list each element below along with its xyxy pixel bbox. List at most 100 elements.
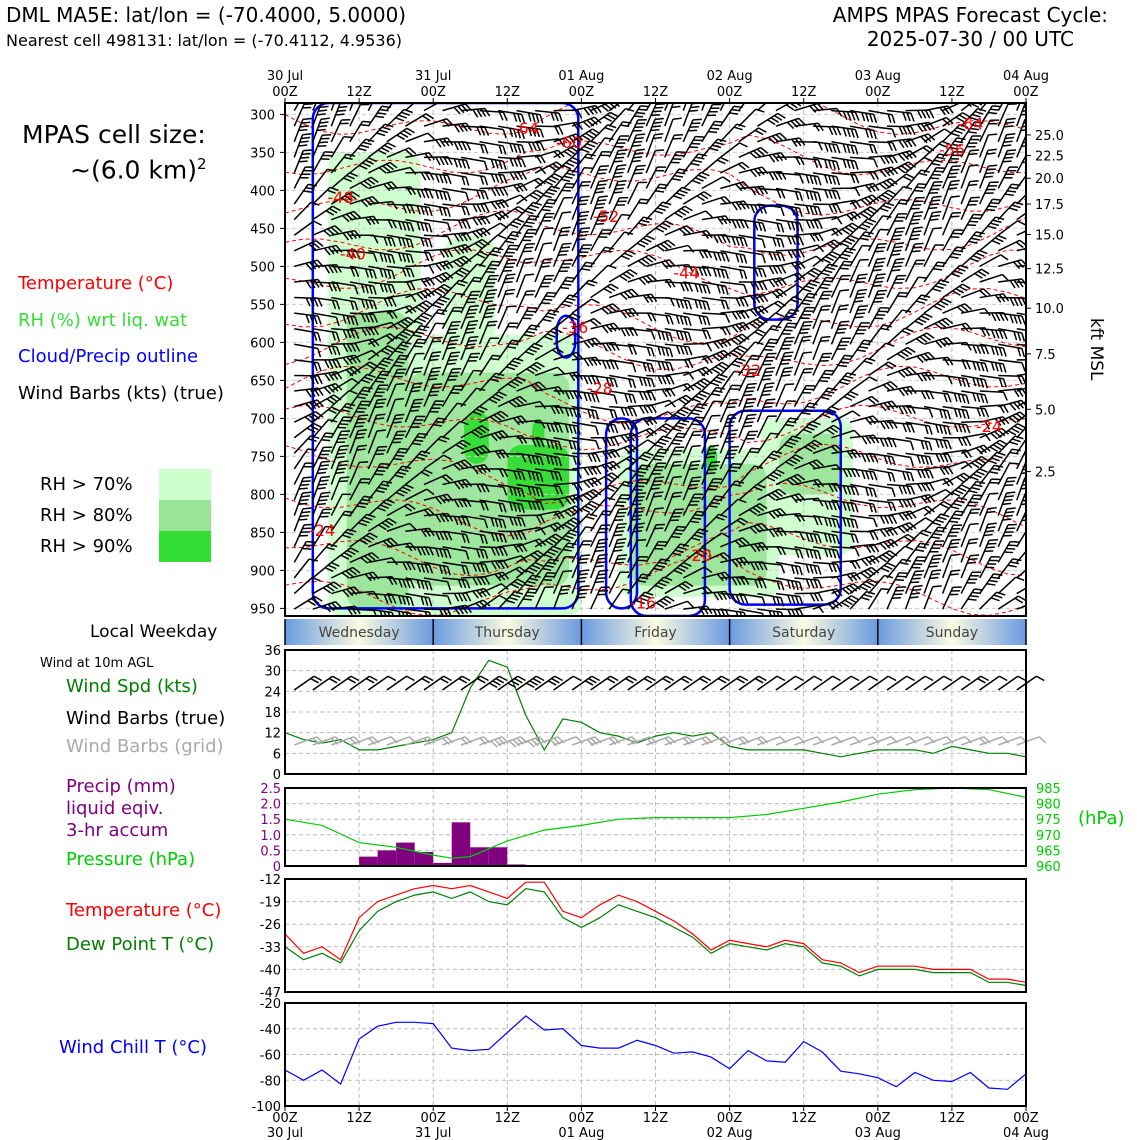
wind-barb	[979, 439, 1008, 454]
forecast-title-label: AMPS MPAS Forecast Cycle:	[832, 3, 1108, 27]
wind-barb	[497, 141, 526, 154]
wind-barb	[960, 231, 985, 252]
wind-barb	[683, 327, 712, 340]
wind-barb	[942, 264, 969, 283]
wind-barb	[627, 522, 645, 548]
wind-barb	[979, 374, 1008, 388]
wind-barb	[571, 540, 592, 563]
wind-barb	[720, 556, 750, 568]
wind-barb	[997, 103, 1011, 111]
wind-barb	[720, 161, 750, 174]
wind-barb	[812, 141, 841, 154]
wind-barb	[701, 400, 723, 423]
wind-barb	[571, 488, 602, 501]
precip-label-2: liquid eqiv.	[66, 798, 164, 819]
wind-barb	[831, 530, 859, 544]
pressure-tick-label: 500	[250, 260, 275, 275]
wind-barb	[924, 356, 954, 366]
wind-barb	[757, 234, 785, 248]
wind-barb	[960, 268, 990, 283]
wind-barb	[367, 480, 393, 501]
wind-barb	[961, 405, 990, 418]
wind-barb	[312, 525, 335, 548]
wind-barb	[534, 257, 553, 283]
weekday-name: Saturday	[772, 625, 835, 641]
wind-barb	[979, 359, 1007, 373]
wind-barb	[868, 154, 898, 165]
wind-barb	[627, 103, 644, 112]
wind-barb	[497, 305, 517, 330]
wind-barb	[664, 475, 682, 501]
wind-barb	[608, 494, 631, 517]
wind-barb	[849, 258, 869, 283]
wind-barb	[923, 210, 942, 236]
wind-barb	[904, 211, 924, 236]
wind-barb	[1016, 103, 1026, 111]
wind-barb	[886, 510, 917, 521]
dewpoint-line	[284, 888, 1027, 987]
wind-barb	[775, 561, 803, 576]
wind-barb	[590, 111, 619, 127]
wind-barb	[386, 397, 405, 423]
wind-barb	[738, 368, 759, 392]
wind-barb	[497, 109, 526, 124]
wind-barb	[571, 181, 591, 205]
wind-barb	[1016, 296, 1026, 302]
wind-barb	[627, 374, 656, 388]
wind-barb	[330, 566, 361, 579]
wind-barb	[775, 546, 804, 559]
bottom-date-label: 02 Aug	[707, 1126, 753, 1140]
wind-barb	[645, 558, 670, 579]
wind-barb	[312, 296, 341, 310]
wind-barb	[941, 553, 960, 579]
wind-barb	[812, 203, 842, 213]
bottom-date-label: 04 Aug	[1003, 1126, 1049, 1140]
wind-barb	[404, 352, 425, 376]
wind-barb	[701, 386, 726, 408]
wind-barb	[312, 491, 331, 516]
wind-barb	[775, 260, 806, 271]
wind-barb	[775, 203, 803, 218]
kft-tick-label: 25.0	[1035, 129, 1064, 144]
wind-barb	[516, 201, 542, 221]
wind-barb	[645, 423, 674, 439]
wind-barb	[645, 476, 665, 501]
wind-barb	[589, 524, 611, 548]
wind-barb	[793, 351, 813, 376]
wind-barb	[756, 103, 778, 112]
wind-barb	[553, 437, 581, 451]
wind-barb	[830, 372, 857, 392]
bottom-hour-label: 12Z	[346, 1111, 372, 1126]
wind-barb	[312, 168, 337, 189]
bottom-hour-label: 12Z	[643, 1111, 669, 1126]
wind-barb	[423, 561, 451, 576]
wind-barb	[497, 322, 519, 345]
wind-barb	[849, 244, 871, 267]
temperature-contour	[285, 287, 1026, 344]
wind-barb	[961, 343, 990, 355]
wind-barb	[460, 305, 479, 330]
wind-barb	[460, 587, 491, 599]
wind-barb	[701, 429, 719, 454]
wind-barb	[497, 376, 526, 392]
wind-barb	[738, 146, 769, 159]
wind-barb	[571, 128, 601, 143]
wind-barb	[849, 395, 880, 408]
pressure-tick-label: 750	[250, 450, 275, 465]
wind-barb	[571, 195, 590, 220]
wind-barb	[868, 361, 897, 377]
wind-barb	[367, 345, 397, 361]
wind-barb	[978, 539, 999, 563]
wind-barb	[738, 185, 769, 196]
wind-barb	[460, 335, 479, 361]
wind-barb	[886, 586, 906, 610]
wind-barb	[627, 591, 654, 610]
wind-barb	[738, 503, 768, 517]
top-hour-label: 12Z	[939, 85, 965, 100]
wind-barb	[627, 478, 649, 501]
wind-barb	[997, 201, 1024, 221]
wind-barb	[886, 173, 915, 190]
wind-barb	[515, 214, 540, 236]
wind-barb	[887, 483, 916, 495]
wind-barb	[386, 203, 416, 214]
